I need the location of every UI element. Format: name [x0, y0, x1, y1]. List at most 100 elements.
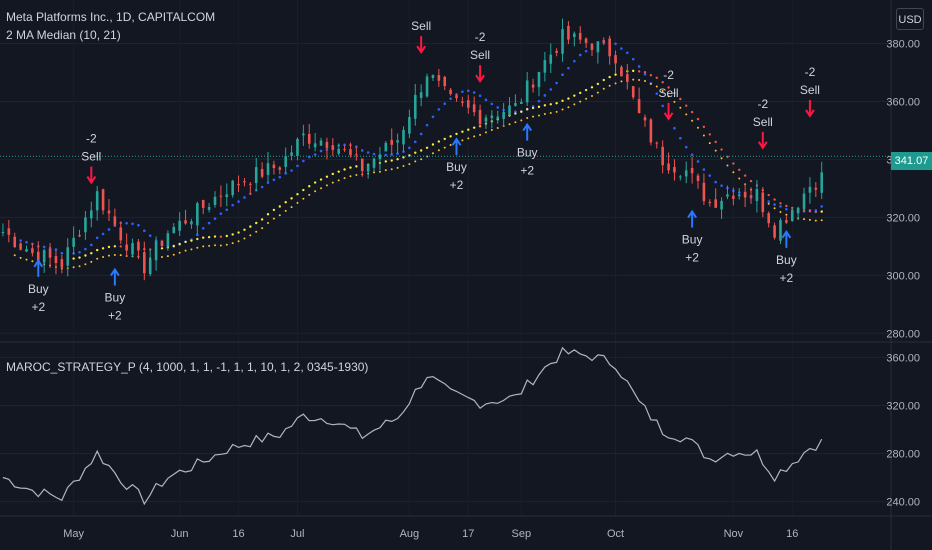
ma-slow-dot-2 — [278, 214, 281, 217]
candle-body — [384, 142, 388, 152]
ma-slow-dot-2 — [720, 157, 723, 160]
ma-slow-dot-2 — [107, 254, 110, 257]
ma-slow-dot-2 — [514, 121, 517, 124]
ma-slow-dot-2 — [225, 243, 228, 246]
candle-body — [743, 191, 747, 198]
ma-slow-dot — [243, 228, 246, 231]
candle-body — [567, 25, 570, 40]
time-axis[interactable]: May Jun 16 Jul Aug 17 Sep Oct Nov 16 — [63, 528, 798, 540]
ma-fast-dot — [567, 66, 570, 70]
ma-slow-dot-2 — [13, 254, 16, 257]
ma-fast-dot — [708, 174, 712, 177]
ma-slow-dot-2 — [255, 230, 258, 233]
candle-body — [372, 158, 376, 168]
ma-slow-dot — [808, 209, 812, 213]
ma-slow-dot-2 — [661, 89, 664, 92]
indicator-legend[interactable]: 2 MA Median (10, 21) — [6, 28, 121, 42]
ma-slow-dot — [249, 225, 252, 228]
ma-slow-dot-2 — [820, 219, 823, 222]
ma-slow-dot-2 — [166, 255, 169, 258]
candle-body — [690, 167, 694, 174]
ma-slow-dot-2 — [237, 240, 240, 243]
ma-fast-dot — [19, 239, 22, 242]
ma-fast-dot — [767, 200, 770, 203]
symbol-title[interactable]: Meta Platforms Inc., 1D, CAPITALCOM — [6, 10, 216, 24]
ma-slow-dot-2 — [667, 95, 670, 98]
ma-slow-dot — [319, 178, 323, 181]
ma-slow-dot — [219, 235, 223, 238]
ma-slow-dot-2 — [96, 257, 99, 260]
ma-fast-dot — [496, 106, 500, 109]
ma-fast-dot — [148, 234, 152, 237]
ma-slow-dot-2 — [272, 217, 275, 220]
ma-fast-dot — [272, 178, 276, 182]
ma-slow-dot-2 — [208, 244, 211, 247]
candle-body — [537, 71, 541, 88]
candle-body — [178, 220, 181, 231]
currency-button[interactable]: USD — [896, 8, 924, 30]
ma-slow-dot — [260, 218, 264, 221]
sell-label: -2 — [86, 132, 97, 146]
candle-body — [449, 89, 452, 95]
ma-slow-dot — [390, 159, 393, 162]
ma-slow-dot-2 — [496, 127, 499, 130]
indicator-tick-label: 280.00 — [886, 449, 920, 461]
sell-label: Sell — [659, 86, 679, 100]
indicator-axis[interactable]: 360.00 320.00 280.00 240.00 — [886, 352, 920, 508]
ma-slow-dot — [443, 137, 446, 141]
ma-slow-dot-2 — [808, 218, 811, 221]
candle-body — [726, 194, 729, 197]
candle-body — [408, 117, 411, 134]
ma-slow-dot-2 — [243, 237, 246, 240]
ma-fast-dot — [402, 150, 405, 153]
ma-slow-dot-2 — [284, 209, 287, 212]
indicator-tick-label: 360.00 — [886, 352, 920, 364]
ma-slow-dot-2 — [738, 177, 741, 180]
ma-slow-dot-2 — [343, 177, 346, 180]
ma-slow-dot — [455, 132, 458, 136]
ma-fast-dot — [107, 228, 111, 231]
ma-slow-dot — [202, 236, 205, 239]
ma-slow-dot — [461, 130, 464, 133]
ma-slow-dot-2 — [714, 149, 717, 152]
candle-body — [137, 241, 140, 251]
candle-body — [461, 101, 464, 103]
ma-slow-dot-2 — [708, 142, 711, 145]
ma-slow-dot — [313, 181, 317, 184]
ma-slow-dot — [84, 254, 87, 257]
ma-fast-dot — [313, 153, 317, 156]
candle-body — [31, 248, 34, 253]
ma-slow-dot-2 — [431, 152, 434, 155]
ma-fast-dot — [702, 168, 706, 171]
candle-body — [608, 38, 611, 57]
ma-slow-dot-2 — [726, 164, 729, 167]
ma-slow-dot — [431, 143, 435, 146]
ma-fast-dot — [679, 136, 682, 140]
ma-slow-dot-2 — [644, 79, 646, 82]
sell-label: Sell — [81, 150, 101, 164]
ma-fast-dot — [302, 159, 305, 163]
candle-body — [602, 40, 606, 43]
ma-slow-dot — [702, 125, 706, 129]
ma-slow-dot — [160, 247, 164, 250]
ma-slow-dot-2 — [290, 206, 293, 209]
ma-fast-dot — [408, 146, 411, 150]
candle-body — [25, 249, 28, 252]
buy-arrow-head — [33, 259, 44, 268]
ma-slow-dot — [449, 135, 452, 138]
ma-slow-dot — [720, 148, 723, 151]
candle-body — [190, 221, 193, 225]
ma-fast-dot — [225, 208, 229, 212]
buy-arrow-head — [781, 230, 792, 239]
strategy-legend[interactable]: MAROC_STRATEGY_P (4, 1000, 1, 1, -1, 1, … — [6, 360, 369, 374]
ma-fast-dot — [278, 175, 282, 179]
candle-body — [732, 195, 735, 199]
ma-slow-dot — [467, 128, 470, 131]
ma-fast-dot — [243, 196, 246, 199]
ma-slow-dot — [655, 76, 658, 80]
candle-body — [154, 241, 158, 261]
candle-body — [820, 172, 824, 193]
candle-body — [508, 105, 511, 115]
